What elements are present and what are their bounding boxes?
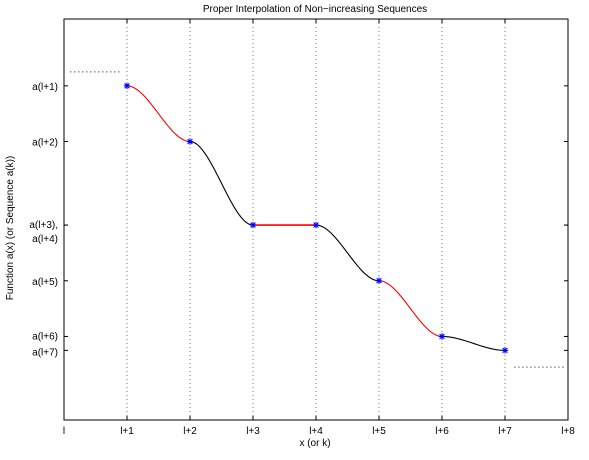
x-axis-label: x (or k): [299, 438, 330, 449]
y-axis-label: Function a(x) (or Sequence a(k)): [5, 156, 16, 301]
asterisk-stroke: [376, 277, 382, 284]
interpolation-segment: [189, 140, 254, 226]
x-tick-label: l+8: [561, 426, 575, 437]
y-tick-label: a(l+3),: [29, 220, 58, 231]
sequence-point: [249, 221, 257, 229]
sequence-point: [375, 277, 383, 284]
x-tick-label: l+7: [498, 426, 512, 437]
chart-title: Proper Interpolation of Non−increasing S…: [203, 4, 427, 15]
interpolation-segment: [315, 224, 380, 282]
asterisk-stroke: [502, 347, 508, 354]
y-tick-label: a(l+7): [32, 347, 58, 358]
asterisk-stroke: [250, 222, 256, 228]
sequence-point: [312, 221, 320, 229]
asterisk-stroke: [313, 222, 319, 228]
sequence-point: [501, 347, 509, 354]
y-tick-label: a(l+5): [32, 277, 58, 288]
x-tick-label: l+5: [372, 426, 386, 437]
asterisk-stroke: [439, 333, 445, 340]
sequence-point: [438, 333, 446, 340]
y-tick-label: a(l+6): [32, 331, 58, 342]
x-tick-label: l+4: [309, 426, 323, 437]
y-tick-label: a(l+2): [32, 138, 58, 149]
x-gridlines: [126, 19, 506, 420]
x-tick-labels: l l+1 l+2 l+3 l+4 l+5 l+6 l+7 l+8: [63, 426, 575, 437]
asterisk-stroke: [187, 138, 193, 145]
y-tick-label: a(l+4): [32, 234, 58, 245]
x-tick-label: l+3: [246, 426, 260, 437]
x-tick-label: l+1: [120, 426, 134, 437]
asterisk-stroke: [124, 83, 130, 89]
sequence-point: [123, 82, 131, 90]
continuation-dots: [70, 71, 565, 368]
interpolation-segment: [441, 335, 506, 351]
interpolation-segment: [378, 280, 443, 338]
axis-ticks: [63, 19, 569, 420]
y-tick-labels: a(l+1) a(l+2) a(l+3), a(l+4) a(l+5) a(l+6) a(l…: [29, 82, 58, 359]
x-tick-label: l+6: [435, 426, 449, 437]
interpolation-curves: [126, 85, 506, 351]
sequence-markers: [123, 82, 509, 354]
interpolation-segment: [126, 85, 191, 143]
y-tick-label: a(l+1): [32, 82, 58, 93]
sequence-point: [186, 138, 194, 145]
x-tick-label: l: [63, 426, 65, 437]
x-tick-label: l+2: [183, 426, 197, 437]
